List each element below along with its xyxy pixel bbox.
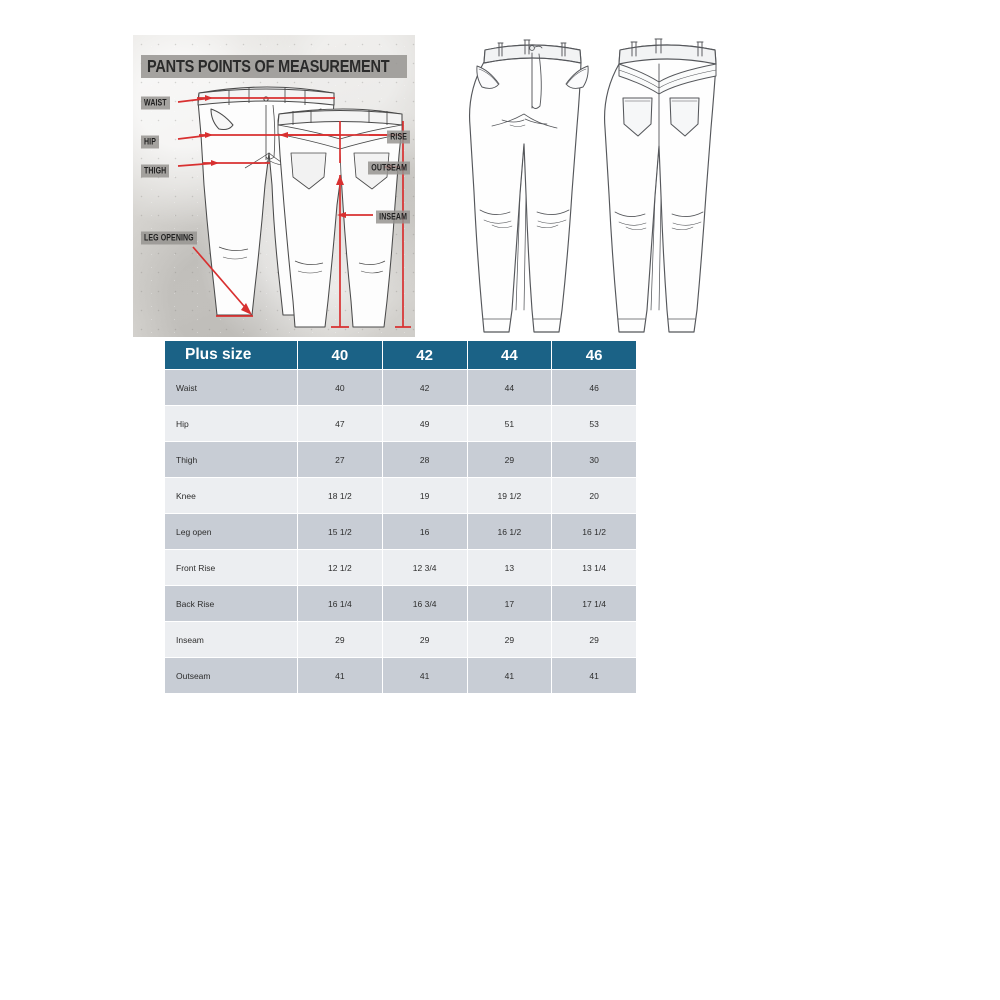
row-label-waist: Waist: [164, 369, 298, 406]
table-row: Hip 47 49 51 53: [164, 405, 637, 442]
cell-waist-44: 44: [466, 369, 553, 406]
table-row: Knee 18 1/2 19 19 1/2 20: [164, 477, 637, 514]
table-header-row: Plus size 40 42 44 46: [164, 340, 637, 370]
diagram-label-inseam: INSEAM: [376, 210, 410, 224]
cell-hip-44: 51: [466, 405, 553, 442]
cell-front-rise-42: 12 3/4: [381, 549, 468, 586]
diagram-label-rise: RISE: [387, 130, 410, 144]
header-size-44: 44: [466, 340, 553, 370]
row-label-inseam: Inseam: [164, 621, 298, 658]
table-row: Back Rise 16 1/4 16 3/4 17 17 1/4: [164, 585, 637, 622]
jeans-flat-sketches: [462, 22, 742, 344]
cell-front-rise-40: 12 1/2: [297, 549, 383, 586]
table-row: Leg open 15 1/2 16 16 1/2 16 1/2: [164, 513, 637, 550]
cell-waist-42: 42: [381, 369, 468, 406]
cell-knee-42: 19: [381, 477, 468, 514]
jeans-back-flat-sketch: [604, 38, 717, 333]
cell-hip-42: 49: [381, 405, 468, 442]
table-row: Waist 40 42 44 46: [164, 369, 637, 406]
cell-thigh-42: 28: [381, 441, 468, 478]
pants-measurement-illustration: [177, 86, 411, 328]
diagram-label-outseam: OUTSEAM: [368, 161, 410, 175]
diagram-label-hip: HIP: [141, 135, 159, 149]
cell-outseam-46: 41: [551, 657, 637, 694]
cell-leg-open-40: 15 1/2: [297, 513, 383, 550]
cell-knee-40: 18 1/2: [297, 477, 383, 514]
cell-hip-46: 53: [551, 405, 637, 442]
cell-knee-44: 19 1/2: [466, 477, 553, 514]
cell-waist-46: 46: [551, 369, 637, 406]
cell-leg-open-46: 16 1/2: [551, 513, 637, 550]
cell-hip-40: 47: [297, 405, 383, 442]
diagram-label-waist: WAIST: [141, 96, 170, 110]
cell-leg-open-44: 16 1/2: [466, 513, 553, 550]
cell-inseam-44: 29: [466, 621, 553, 658]
cell-back-rise-44: 17: [466, 585, 553, 622]
cell-waist-40: 40: [297, 369, 383, 406]
header-plus-size: Plus size: [164, 340, 298, 370]
cell-front-rise-46: 13 1/4: [551, 549, 637, 586]
cell-outseam-44: 41: [466, 657, 553, 694]
header-size-46: 46: [551, 340, 637, 370]
header-size-40: 40: [297, 340, 383, 370]
diagram-title: PANTS POINTS OF MEASUREMENT: [141, 55, 407, 78]
cell-thigh-44: 29: [466, 441, 553, 478]
cell-knee-46: 20: [551, 477, 637, 514]
table-row: Inseam 29 29 29 29: [164, 621, 637, 658]
size-chart-table: Plus size 40 42 44 46 Waist 40 42 44 46 …: [164, 340, 637, 694]
diagram-label-thigh: THIGH: [141, 164, 170, 178]
cell-back-rise-46: 17 1/4: [551, 585, 637, 622]
cell-back-rise-42: 16 3/4: [381, 585, 468, 622]
jeans-technical-drawings: [469, 38, 717, 333]
row-label-leg-open: Leg open: [164, 513, 298, 550]
table-row: Front Rise 12 1/2 12 3/4 13 13 1/4: [164, 549, 637, 586]
header-size-42: 42: [381, 340, 468, 370]
cell-inseam-42: 29: [381, 621, 468, 658]
row-label-outseam: Outseam: [164, 657, 298, 694]
table-row: Thigh 27 28 29 30: [164, 441, 637, 478]
cell-thigh-46: 30: [551, 441, 637, 478]
measurement-diagram-panel: PANTS POINTS OF MEASUREMENT WAIST HIP TH…: [133, 35, 415, 337]
cell-leg-open-42: 16: [381, 513, 468, 550]
cell-thigh-40: 27: [297, 441, 383, 478]
cell-outseam-40: 41: [297, 657, 383, 694]
cell-front-rise-44: 13: [466, 549, 553, 586]
row-label-back-rise: Back Rise: [164, 585, 298, 622]
cell-inseam-40: 29: [297, 621, 383, 658]
cell-inseam-46: 29: [551, 621, 637, 658]
cell-outseam-42: 41: [381, 657, 468, 694]
row-label-thigh: Thigh: [164, 441, 298, 478]
row-label-hip: Hip: [164, 405, 298, 442]
row-label-knee: Knee: [164, 477, 298, 514]
table-body: Waist 40 42 44 46 Hip 47 49 51 53 Thigh …: [164, 369, 637, 694]
row-label-front-rise: Front Rise: [164, 549, 298, 586]
table-row: Outseam 41 41 41 41: [164, 657, 637, 694]
diagram-label-leg-opening: LEG OPENING: [141, 231, 197, 245]
jeans-front-flat-sketch: [469, 39, 589, 333]
cell-back-rise-40: 16 1/4: [297, 585, 383, 622]
